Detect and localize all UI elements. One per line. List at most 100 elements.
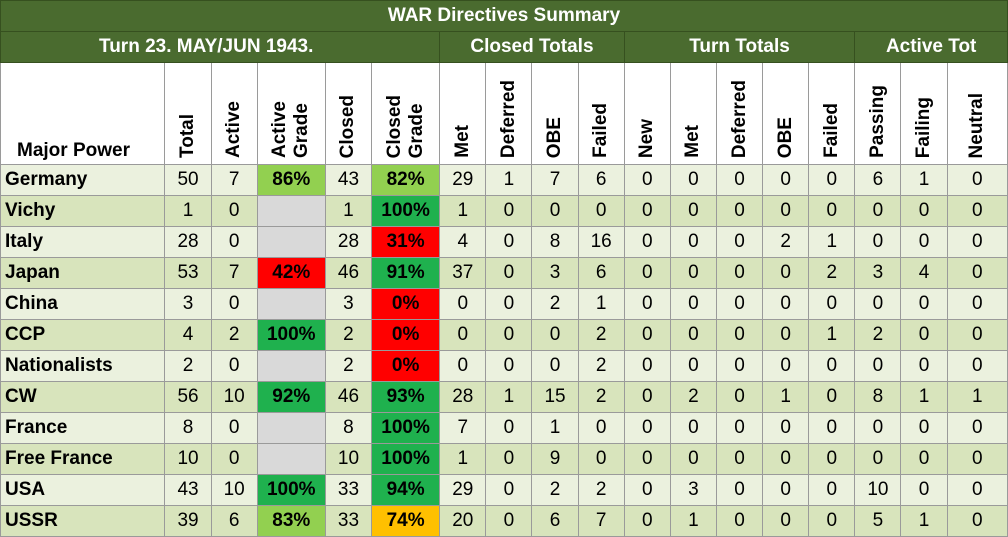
cell-met: 1	[439, 195, 487, 227]
cell-failed: 0	[577, 195, 625, 227]
closed-totals-group: Closed Totals	[439, 31, 625, 63]
cell-closed: 46	[324, 257, 373, 289]
cell-failing: 1	[900, 505, 948, 537]
cell-closed-grade: 93%	[371, 381, 441, 413]
cell-active-grade	[256, 443, 326, 475]
cell-passing: 2	[854, 319, 902, 351]
cell-major-power: France	[0, 412, 166, 444]
cell-turn-obe: 1	[762, 381, 810, 413]
cell-closed: 28	[324, 226, 373, 258]
header-failing: Failing	[900, 62, 948, 165]
cell-turn-new: 0	[623, 164, 671, 196]
cell-turn-obe: 0	[762, 319, 810, 351]
cell-active: 0	[210, 226, 258, 258]
cell-closed-grade: 82%	[371, 164, 441, 196]
table-row: France 8 0 8 100% 7 0 1 0 0 0 0 0 0 0 0 0	[0, 412, 1008, 444]
cell-turn-deferred: 0	[715, 505, 764, 537]
cell-met: 29	[439, 164, 487, 196]
cell-met: 29	[439, 474, 487, 506]
cell-closed: 10	[324, 443, 373, 475]
cell-neutral: 1	[946, 381, 1008, 413]
cell-turn-met: 1	[669, 505, 717, 537]
cell-turn-deferred: 0	[715, 412, 764, 444]
header-met: Met	[439, 62, 487, 165]
cell-obe: 1	[531, 412, 579, 444]
cell-turn-failed: 0	[808, 350, 856, 382]
cell-turn-failed: 0	[808, 288, 856, 320]
cell-closed: 1	[324, 195, 373, 227]
cell-active-grade	[256, 412, 326, 444]
cell-closed-grade: 100%	[371, 412, 441, 444]
cell-turn-obe: 0	[762, 195, 810, 227]
cell-turn-deferred: 0	[715, 350, 764, 382]
cell-active: 0	[210, 350, 258, 382]
cell-deferred: 1	[485, 164, 533, 196]
cell-failing: 1	[900, 381, 948, 413]
cell-failing: 0	[900, 412, 948, 444]
cell-obe: 7	[531, 164, 579, 196]
cell-turn-deferred: 0	[715, 319, 764, 351]
cell-total: 1	[164, 195, 212, 227]
cell-closed-grade: 100%	[371, 195, 441, 227]
cell-turn-failed: 0	[808, 412, 856, 444]
cell-major-power: Italy	[0, 226, 166, 258]
cell-met: 28	[439, 381, 487, 413]
cell-passing: 6	[854, 164, 902, 196]
header-active-grade: Active Grade	[256, 62, 326, 165]
active-totals-group: Active Tot	[854, 31, 1008, 63]
cell-active-grade: 86%	[256, 164, 326, 196]
cell-passing: 0	[854, 226, 902, 258]
cell-turn-new: 0	[623, 474, 671, 506]
cell-passing: 0	[854, 195, 902, 227]
cell-turn-met: 0	[669, 319, 717, 351]
table-row: Nationalists 2 0 2 0% 0 0 0 2 0 0 0 0 0 0 0 0	[0, 350, 1008, 382]
cell-turn-met: 0	[669, 164, 717, 196]
table-row: Free France 10 0 10 100% 1 0 9 0 0 0 0 0 0 0 0 0	[0, 443, 1008, 475]
turn-totals-group: Turn Totals	[623, 31, 856, 63]
cell-closed: 33	[324, 474, 373, 506]
header-total: Total	[164, 62, 212, 165]
cell-total: 53	[164, 257, 212, 289]
cell-neutral: 0	[946, 412, 1008, 444]
cell-closed-grade: 74%	[371, 505, 441, 537]
cell-active-grade: 92%	[256, 381, 326, 413]
cell-failed: 16	[577, 226, 625, 258]
cell-turn-deferred: 0	[715, 474, 764, 506]
cell-active-grade	[256, 195, 326, 227]
cell-obe: 3	[531, 257, 579, 289]
cell-turn-failed: 0	[808, 164, 856, 196]
cell-passing: 5	[854, 505, 902, 537]
cell-turn-obe: 0	[762, 474, 810, 506]
table-row: USSR 39 6 83% 33 74% 20 0 6 7 0 1 0 0 0 5 1 0	[0, 505, 1008, 537]
cell-met: 0	[439, 288, 487, 320]
cell-turn-met: 0	[669, 288, 717, 320]
cell-turn-obe: 0	[762, 505, 810, 537]
cell-failing: 0	[900, 319, 948, 351]
cell-neutral: 0	[946, 164, 1008, 196]
cell-turn-deferred: 0	[715, 381, 764, 413]
cell-neutral: 0	[946, 505, 1008, 537]
cell-failed: 7	[577, 505, 625, 537]
cell-major-power: CW	[0, 381, 166, 413]
cell-closed: 33	[324, 505, 373, 537]
cell-turn-new: 0	[623, 319, 671, 351]
cell-total: 3	[164, 288, 212, 320]
cell-turn-deferred: 0	[715, 164, 764, 196]
cell-failed: 0	[577, 412, 625, 444]
cell-obe: 0	[531, 350, 579, 382]
cell-turn-failed: 1	[808, 319, 856, 351]
cell-turn-deferred: 0	[715, 288, 764, 320]
cell-active-grade	[256, 226, 326, 258]
cell-closed-grade: 100%	[371, 443, 441, 475]
cell-turn-obe: 2	[762, 226, 810, 258]
cell-neutral: 0	[946, 474, 1008, 506]
cell-obe: 0	[531, 195, 579, 227]
cell-met: 7	[439, 412, 487, 444]
cell-obe: 9	[531, 443, 579, 475]
cell-neutral: 0	[946, 195, 1008, 227]
cell-turn-deferred: 0	[715, 226, 764, 258]
table-row: Germany 50 7 86% 43 82% 29 1 7 6 0 0 0 0 0 6 1 0	[0, 164, 1008, 196]
cell-total: 56	[164, 381, 212, 413]
cell-active: 0	[210, 288, 258, 320]
cell-active: 0	[210, 443, 258, 475]
